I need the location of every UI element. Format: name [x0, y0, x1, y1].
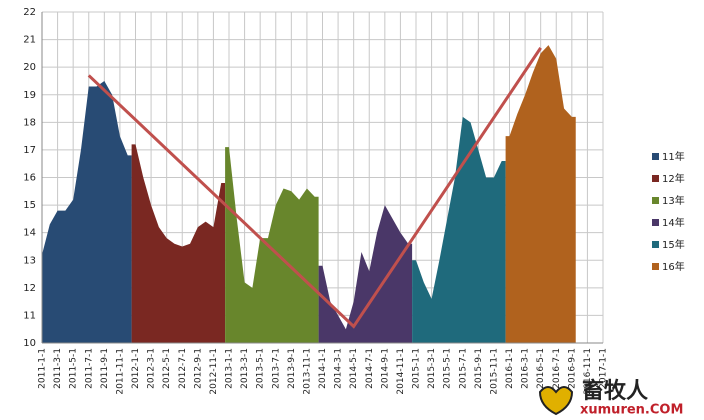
area: [131, 144, 226, 343]
legend-swatch: [652, 263, 659, 270]
x-tick-label: 2014-9-1: [380, 348, 390, 389]
legend-swatch: [652, 153, 659, 160]
x-tick-label: 2013-11-1: [302, 348, 312, 395]
legend-swatch: [652, 175, 659, 182]
x-tick-label: 2016-3-1: [521, 348, 531, 389]
x-tick-label: 2011-7-1: [84, 348, 94, 389]
x-tick-label: 2014-11-1: [396, 348, 406, 395]
y-tick-label: 18: [23, 117, 36, 128]
x-tick-label: 2015-7-1: [458, 348, 468, 389]
legend-swatch: [652, 219, 659, 226]
trend-line: [87, 47, 542, 329]
x-tick-label: 2011-5-1: [69, 348, 79, 389]
legend-label: 16年: [662, 260, 685, 273]
x-tick-label: 2016-11-1: [583, 348, 593, 395]
legend-swatch: [652, 241, 659, 248]
x-tick-label: 2012-3-1: [147, 348, 157, 389]
legend-label: 15年: [662, 238, 685, 251]
y-tick-label: 12: [23, 283, 36, 294]
y-tick-label: 22: [23, 7, 36, 18]
legend-label: 13年: [662, 194, 685, 207]
x-tick-label: 2016-1-1: [505, 348, 515, 389]
x-tick-label: 2015-5-1: [443, 348, 453, 389]
x-tick-label: 2016-9-1: [567, 348, 577, 389]
x-tick-label: 2013-1-1: [225, 348, 235, 389]
y-tick-label: 16: [23, 173, 36, 184]
x-tick-label: 2012-9-1: [193, 348, 203, 389]
x-tick-label: 2012-11-1: [209, 348, 219, 395]
x-tick-label: 2012-5-1: [162, 348, 172, 389]
x-tick-label: 2015-1-1: [412, 348, 422, 389]
x-tick-label: 2014-5-1: [349, 348, 359, 389]
y-tick-label: 19: [23, 90, 36, 101]
area: [225, 147, 319, 343]
legend-swatch: [652, 197, 659, 204]
area: [412, 116, 506, 343]
x-tick-label: 2011-1-1: [38, 348, 48, 389]
x-tick-label: 2014-7-1: [365, 348, 375, 389]
x-tick-label: 2013-7-1: [271, 348, 281, 389]
x-tick-label: 2015-3-1: [427, 348, 437, 389]
y-tick-label: 21: [23, 35, 36, 46]
area: [318, 205, 413, 343]
x-tick-label: 2013-9-1: [287, 348, 297, 389]
x-tick-label: 2016-5-1: [536, 348, 546, 389]
x-tick-label: 2016-7-1: [552, 348, 562, 389]
y-tick-label: 10: [23, 338, 36, 349]
y-tick-label: 14: [23, 228, 36, 239]
y-tick-label: 11: [23, 310, 36, 321]
x-tick-label: 2011-11-1: [115, 348, 125, 395]
x-tick-label: 2014-3-1: [334, 348, 344, 389]
watermark-logo: [538, 386, 574, 416]
x-tick-label: 2012-7-1: [178, 348, 188, 389]
x-tick-label: 2014-1-1: [318, 348, 328, 389]
x-tick-label: 2015-9-1: [474, 348, 484, 389]
x-tick-label: 2011-9-1: [100, 348, 110, 389]
x-tick-label: 2013-3-1: [240, 348, 250, 389]
y-tick-label: 15: [23, 200, 36, 211]
legend-label: 12年: [662, 172, 685, 185]
x-tick-label: 2015-11-1: [489, 348, 499, 395]
y-tick-label: 17: [23, 145, 36, 156]
x-tick-label: 2012-1-1: [131, 348, 141, 389]
legend-label: 11年: [662, 150, 685, 163]
watermark-site: xumuren.COM: [580, 403, 683, 418]
legend-label: 14年: [662, 216, 685, 229]
x-tick-label: 2011-3-1: [53, 348, 63, 389]
watermark-title: 畜牧人: [582, 378, 648, 404]
y-tick-label: 13: [23, 255, 36, 266]
y-tick-label: 20: [23, 62, 36, 73]
x-tick-label: 2013-5-1: [256, 348, 266, 389]
x-tick-label: 2017-1-1: [599, 348, 609, 389]
area: [42, 80, 132, 343]
area: [505, 45, 576, 343]
